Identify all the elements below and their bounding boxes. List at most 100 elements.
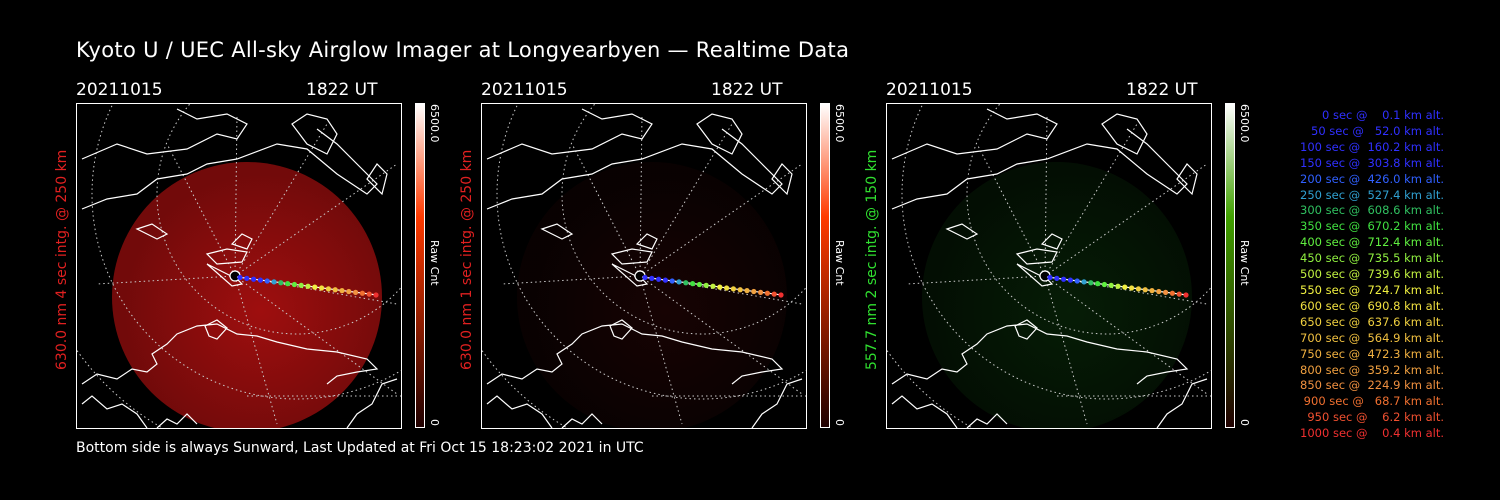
trajectory-point <box>1129 285 1135 291</box>
legend-row: 800 sec @ 359.2 km alt. <box>1296 362 1444 377</box>
trajectory-point <box>271 279 277 285</box>
panel-3-colorbar-max: 6500.0 <box>1238 104 1251 143</box>
trajectory-point <box>758 289 764 295</box>
trajectory-point <box>669 278 675 284</box>
trajectory-point <box>744 288 750 294</box>
coastline <box>540 223 574 240</box>
meridian-line <box>906 275 1046 285</box>
trajectory-point <box>710 283 716 289</box>
trajectory-point <box>690 281 696 287</box>
legend-row: 700 sec @ 564.9 km alt. <box>1296 330 1444 345</box>
trajectory-point <box>237 274 243 281</box>
legend-row: 850 sec @ 224.9 km alt. <box>1296 378 1444 393</box>
trajectory-legend: 0 sec @ 0.1 km alt. 50 sec @ 52.0 km alt… <box>1258 108 1444 442</box>
trajectory-point <box>1115 283 1121 289</box>
meridian-line <box>639 275 683 425</box>
panel-1-wavelength-label: 630.0 nm 4 sec intg. @ 250 km <box>54 149 70 370</box>
trajectory-point <box>724 285 730 291</box>
coastline <box>1015 248 1058 265</box>
trajectory-point <box>285 281 291 287</box>
trajectory-point <box>662 277 668 283</box>
meridian-line <box>234 113 238 277</box>
legend-row: 450 sec @ 735.5 km alt. <box>1296 251 1444 266</box>
coastline <box>1101 113 1148 155</box>
meridian-line <box>234 163 398 277</box>
trajectory-point <box>1122 284 1128 290</box>
legend-row: 100 sec @ 160.2 km alt. <box>1296 139 1444 154</box>
trajectory-point <box>278 280 284 286</box>
meridian-line <box>639 275 803 395</box>
coastline <box>1156 378 1208 428</box>
legend-row: 600 sec @ 690.8 km alt. <box>1296 298 1444 313</box>
panel-1-time: 1822 UT <box>306 80 378 100</box>
panel-2-colorbar-max: 6500.0 <box>833 104 846 143</box>
trajectory-point <box>244 275 250 281</box>
trajectory-point <box>346 288 352 295</box>
legend-row: 200 sec @ 426.0 km alt. <box>1296 171 1444 186</box>
trajectory-point <box>1135 286 1141 292</box>
trajectory-point <box>1183 292 1189 298</box>
legend-row: 0 sec @ 0.1 km alt. <box>1311 108 1444 122</box>
panel-2-time: 1822 UT <box>711 80 783 100</box>
coastline <box>156 413 198 428</box>
trajectory-point <box>353 289 359 295</box>
meridian-line <box>1044 275 1088 425</box>
coastline <box>1014 319 1038 340</box>
coastline <box>486 108 653 160</box>
trajectory-point <box>1047 274 1053 281</box>
trajectory-point <box>1081 279 1087 285</box>
legend-row: 300 sec @ 608.6 km alt. <box>1296 203 1444 218</box>
panel-1-colorbar <box>415 103 425 428</box>
meridian-line <box>1044 163 1208 277</box>
coastline <box>81 395 148 428</box>
trajectory-point <box>1074 278 1080 284</box>
trajectory-point <box>339 288 345 294</box>
trajectory-point <box>1163 289 1169 295</box>
coastline <box>346 378 398 428</box>
coastline <box>945 223 979 240</box>
meridian-line <box>96 275 236 285</box>
legend-row: 550 sec @ 724.7 km alt. <box>1296 282 1444 297</box>
trajectory-point <box>1095 281 1101 287</box>
trajectory-point <box>1108 282 1114 288</box>
panel-1-image <box>76 103 402 429</box>
panel-2-colorbar-unit: Raw Cnt <box>833 240 846 286</box>
trajectory-point <box>319 285 325 291</box>
trajectory-point <box>325 286 331 292</box>
coastline <box>486 395 553 428</box>
latitude-circle <box>91 104 401 400</box>
coastline <box>610 248 653 265</box>
legend-row: 50 sec @ 52.0 km alt. <box>1303 123 1444 138</box>
panel-3-colorbar-unit: Raw Cnt <box>1238 240 1251 286</box>
coastline <box>696 113 743 155</box>
meridian-line <box>501 275 641 285</box>
airglow-disk <box>112 162 382 428</box>
trajectory-point <box>1156 288 1162 295</box>
panel-1-date: 20211015 <box>76 80 163 100</box>
coastline <box>1040 233 1063 250</box>
footer-status: Bottom side is always Sunward, Last Upda… <box>76 440 644 456</box>
latitude-circle <box>496 104 806 400</box>
panel-3-time: 1822 UT <box>1126 80 1198 100</box>
meridian-line <box>639 163 803 277</box>
trajectory-point <box>359 290 365 296</box>
panel-2-wavelength-label: 630.0 nm 1 sec intg. @ 250 km <box>459 149 475 370</box>
meridian-line <box>1044 113 1048 277</box>
airglow-disk <box>517 162 787 428</box>
coastline <box>486 128 783 210</box>
coastline <box>609 319 633 340</box>
trajectory-point <box>1088 280 1094 286</box>
coastline <box>486 323 784 385</box>
trajectory-point <box>1054 275 1060 281</box>
panel-3-image <box>886 103 1212 429</box>
panel-2-image <box>481 103 807 429</box>
trajectory-point <box>730 286 736 292</box>
panel-1-colorbar-max: 6500.0 <box>428 104 441 143</box>
coastline <box>1176 163 1198 196</box>
legend-row: 250 sec @ 527.4 km alt. <box>1296 187 1444 202</box>
meridian-line <box>234 275 278 425</box>
trajectory-point <box>771 291 777 297</box>
legend-row: 500 sec @ 739.6 km alt. <box>1296 267 1444 282</box>
legend-row: 900 sec @ 68.7 km alt. <box>1300 394 1444 409</box>
coastline <box>230 233 253 250</box>
